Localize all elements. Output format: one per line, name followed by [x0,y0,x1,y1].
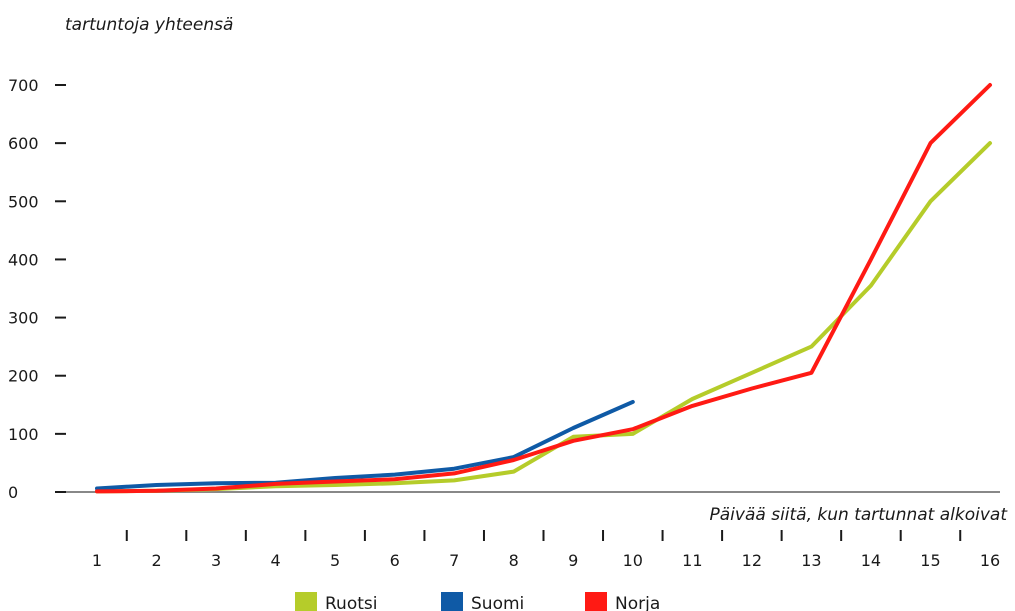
x-tick-label: 5 [330,551,340,570]
y-axis-label: tartuntoja yhteensä [65,15,233,35]
y-tick-label: 400 [8,250,39,269]
x-axis-label: Päivää siitä, kun tartunnat alkoivat [710,505,1009,525]
series-line-suomi [95,399,635,491]
y-tick-label: 0 [8,483,18,502]
legend-label-ruotsi: Ruotsi [325,594,377,611]
x-tick-label: 4 [271,551,281,570]
x-tick-label: 12 [742,551,762,570]
y-tick-label: 700 [8,76,39,95]
x-tick-label: 11 [682,551,702,570]
x-tick-label: 6 [390,551,400,570]
x-tick-label: 16 [980,551,1000,570]
legend-swatch-ruotsi [295,592,317,611]
y-tick-label: 200 [8,367,39,386]
y-axis: 0 100 200 300 400 500 600 700 [8,76,66,502]
x-tick-label: 10 [623,551,643,570]
x-tick-label: 9 [568,551,578,570]
x-tick-label: 8 [509,551,519,570]
series-line-norja [95,83,992,494]
legend-label-norja: Norja [615,594,660,611]
x-tick-label: 1 [92,551,102,570]
y-tick-label: 500 [8,192,39,211]
legend-swatch-suomi [441,592,463,611]
x-tick-label: 15 [920,551,940,570]
legend-label-suomi: Suomi [471,594,524,611]
x-axis: 1 2 3 4 5 6 7 8 9 10 11 12 13 14 15 16 [92,530,1000,570]
y-tick-label: 100 [8,425,39,444]
x-tick-label: 2 [151,551,161,570]
series-line-ruotsi [95,141,992,494]
y-tick-label: 300 [8,309,39,328]
y-tick-label: 600 [8,134,39,153]
x-tick-label: 7 [449,551,459,570]
x-tick-label: 14 [861,551,881,570]
x-tick-label: 3 [211,551,221,570]
x-tick-label: 13 [801,551,821,570]
legend: Ruotsi Suomi Norja [295,592,660,611]
legend-swatch-norja [585,592,607,611]
series-lines [95,83,992,494]
